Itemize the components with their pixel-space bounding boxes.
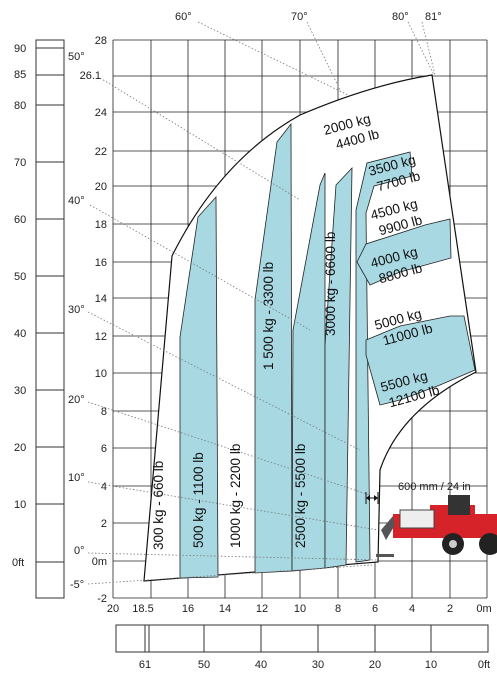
ft-x-30: 30 <box>312 659 324 671</box>
angle-70: 70° <box>291 11 308 23</box>
y-tick-22: 22 <box>95 146 107 158</box>
feet-ruler <box>35 39 65 599</box>
ft-label-85: 85 <box>14 69 26 81</box>
clearance-marker <box>365 492 379 504</box>
ft-label-60: 60 <box>14 214 26 226</box>
feet-ruler-bottom-ticks <box>144 625 432 652</box>
ft-x-10: 10 <box>425 659 437 671</box>
angle-40: 40° <box>68 195 85 207</box>
angle-0: 0° <box>74 545 85 557</box>
y-tick-8: 8 <box>101 406 107 418</box>
zone-label-500kg: 500 kg - 1100 lb <box>191 452 206 548</box>
ft-label-50: 50 <box>14 271 26 283</box>
y-tick-24: 24 <box>95 107 107 119</box>
ft-label-70: 70 <box>14 157 26 169</box>
ft-x-0: 0ft <box>478 659 490 671</box>
x-tick-10: 10 <box>294 603 306 615</box>
ft-label-40: 40 <box>14 328 26 340</box>
zone-label-300kg: 300 kg - 660 lb <box>151 461 166 550</box>
x-tick-20: 20 <box>107 603 119 615</box>
angle-60: 60° <box>175 11 192 23</box>
y-tick-16: 16 <box>95 257 107 269</box>
angle-81: 81° <box>425 11 442 23</box>
ft-label-80: 80 <box>14 100 26 112</box>
y-tick-18: 18 <box>95 219 107 231</box>
angle-30: 30° <box>68 304 85 316</box>
x-tick-0: 0m <box>476 603 491 615</box>
angle-50: 50° <box>68 51 85 63</box>
ft-x-50: 50 <box>198 659 210 671</box>
telehandler-icon <box>376 495 497 557</box>
angle-lines <box>87 21 436 585</box>
feet-ruler-ticks <box>36 47 64 563</box>
zone-label-1000kg: 1000 kg - 2200 lb <box>228 444 243 548</box>
x-tick-4: 4 <box>409 603 415 615</box>
y-tick-minus2: -2 <box>97 593 107 605</box>
zone-label-2500kg: 2500 kg - 5500 lb <box>293 444 308 548</box>
x-tick-18-5: 18.5 <box>132 603 153 615</box>
ft-label-30: 30 <box>14 385 26 397</box>
x-tick-14: 14 <box>219 603 231 615</box>
ft-x-40: 40 <box>255 659 267 671</box>
x-tick-12: 12 <box>256 603 268 615</box>
y-tick-6: 6 <box>101 443 107 455</box>
x-tick-8: 8 <box>335 603 341 615</box>
zone-4000kg <box>356 218 452 286</box>
y-tick-26-1: 26.1 <box>80 70 101 82</box>
angle-20: 20° <box>68 394 85 406</box>
zone-1500kg <box>254 122 293 574</box>
y-tick-4: 4 <box>101 481 107 493</box>
y-tick-28: 28 <box>95 35 107 47</box>
ft-label-20: 20 <box>14 442 26 454</box>
feet-ruler-bottom <box>115 624 489 653</box>
zone-label-1500kg: 1 500 kg - 3300 lb <box>261 262 276 370</box>
angle-10: 10° <box>68 472 85 484</box>
y-tick-14: 14 <box>95 293 107 305</box>
y-tick-12: 12 <box>95 331 107 343</box>
clearance-label: 600 mm / 24 in <box>398 481 471 493</box>
ft-label-90: 90 <box>14 43 26 55</box>
zone-5500kg <box>365 315 476 406</box>
zone-label-3000kg: 3000 kg - 6600 lb <box>323 232 338 336</box>
ft-label-0: 0ft <box>12 557 24 569</box>
zone-3000kg-band <box>324 166 353 569</box>
y-tick-0: 0m <box>92 556 107 568</box>
x-tick-16: 16 <box>182 603 194 615</box>
angle-minus5: -5° <box>70 579 84 591</box>
y-tick-10: 10 <box>95 368 107 380</box>
angle-80: 80° <box>392 11 409 23</box>
ft-x-20: 20 <box>369 659 381 671</box>
ft-x-61: 61 <box>139 659 151 671</box>
y-tick-2: 2 <box>101 518 107 530</box>
ft-label-10: 10 <box>14 499 26 511</box>
x-tick-6: 6 <box>372 603 378 615</box>
y-tick-20: 20 <box>95 181 107 193</box>
zone-500kg <box>179 195 219 579</box>
x-tick-2: 2 <box>447 603 453 615</box>
